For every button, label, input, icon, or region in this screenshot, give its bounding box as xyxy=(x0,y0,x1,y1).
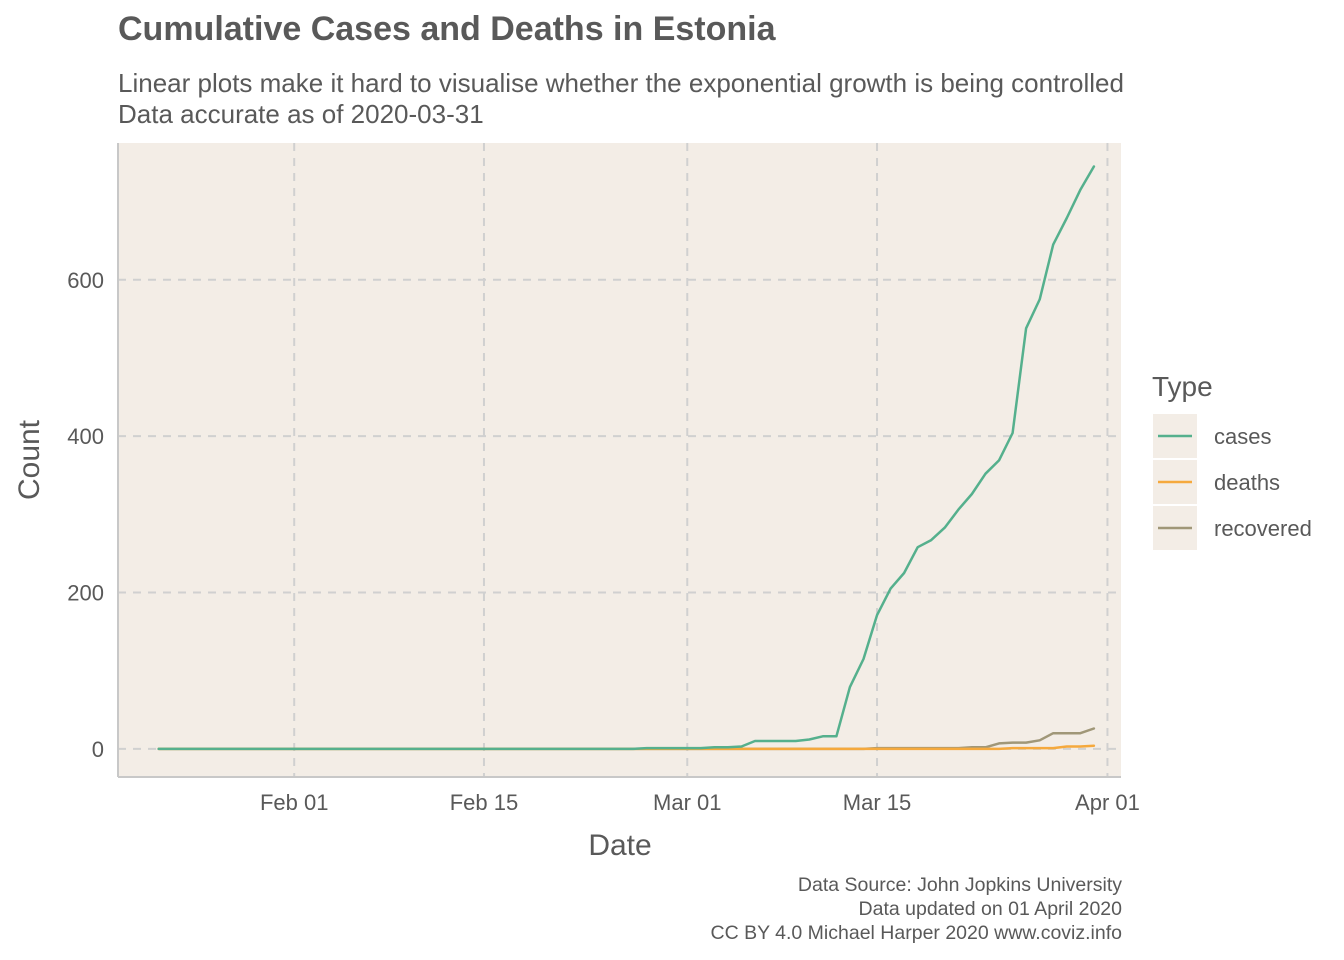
x-tick-label-feb-01: Feb 01 xyxy=(260,790,329,815)
caption-data-source: Data Source: John Jopkins University xyxy=(797,874,1122,896)
chart-title: Cumulative Cases and Deaths in Estonia xyxy=(118,10,776,48)
x-tick-label-feb-15: Feb 15 xyxy=(450,790,519,815)
legend-label-cases: cases xyxy=(1214,424,1271,449)
y-axis-title: Count xyxy=(13,419,46,500)
axis-tick-labels: 0 200 400 600 Feb 01 Feb 15 Mar 01 Mar 15 Apr 01 xyxy=(67,268,1140,815)
chart-caption: Data Source: John Jopkins University Dat… xyxy=(711,873,1123,945)
x-tick-label-mar-15: Mar 15 xyxy=(843,790,911,815)
plot-panel-background xyxy=(118,143,1121,777)
chart-subtitle: Linear plots make it hard to visualise w… xyxy=(118,68,1124,130)
caption-license: CC BY 4.0 Michael Harper 2020 www.coviz.… xyxy=(710,922,1123,944)
series-line-cases xyxy=(157,165,1096,751)
x-tick-label-mar-01: Mar 01 xyxy=(653,790,721,815)
caption-updated: Data updated on 01 April 2020 xyxy=(858,898,1122,920)
legend-label-recovered: recovered xyxy=(1214,516,1312,541)
y-tick-label-200: 200 xyxy=(67,581,104,606)
subtitle-line-2: Data accurate as of 2020-03-31 xyxy=(118,99,484,129)
x-tick-label-apr-01: Apr 01 xyxy=(1075,790,1140,815)
y-tick-label-0: 0 xyxy=(92,737,104,762)
legend-label-deaths: deaths xyxy=(1214,470,1280,495)
series-lines xyxy=(157,165,1096,751)
subtitle-line-1: Linear plots make it hard to visualise w… xyxy=(118,68,1124,98)
grid-lines xyxy=(118,143,1121,777)
series-line-deaths xyxy=(157,744,1096,751)
legend: Type cases deaths recovered xyxy=(1152,371,1312,550)
y-tick-label-400: 400 xyxy=(67,424,104,449)
x-axis-title: Date xyxy=(588,829,651,862)
y-tick-label-600: 600 xyxy=(67,268,104,293)
legend-title: Type xyxy=(1152,371,1213,402)
